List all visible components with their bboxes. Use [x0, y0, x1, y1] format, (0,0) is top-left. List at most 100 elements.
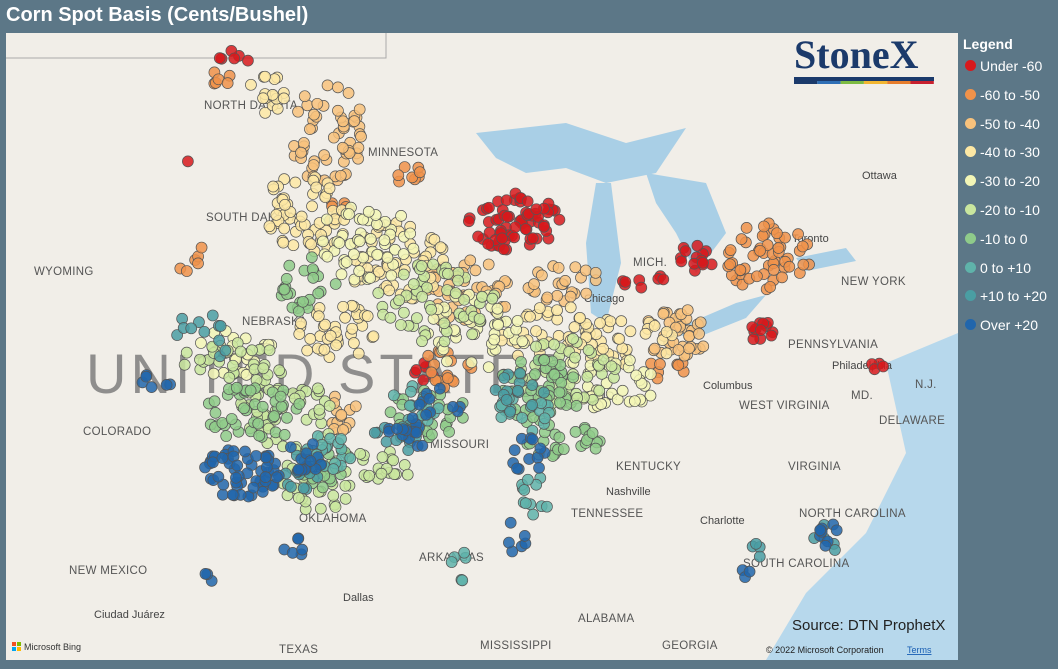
map-dot	[441, 372, 454, 384]
map-dot	[404, 227, 417, 240]
map-dot	[313, 403, 326, 416]
map-dot	[414, 166, 426, 179]
legend-swatch	[965, 319, 976, 331]
map-dot	[230, 471, 242, 484]
map-dot	[279, 198, 291, 211]
map-dot	[292, 105, 304, 118]
map-dot	[245, 78, 257, 91]
map-dot	[206, 309, 219, 322]
map-dot	[564, 301, 577, 314]
map-dot	[373, 265, 385, 278]
legend-label: -40 to -30	[980, 144, 1040, 161]
map-dot	[681, 304, 694, 317]
map-dot	[307, 438, 319, 450]
map-dot	[747, 333, 760, 346]
title: Corn Spot Basis (Cents/Bushel)	[6, 4, 309, 26]
map-label: NEBRASKA	[242, 316, 307, 328]
map-dot	[355, 130, 367, 143]
terms-link[interactable]: Terms	[907, 645, 932, 655]
map-dot	[352, 347, 365, 360]
map-dot	[442, 267, 454, 280]
map-dot	[398, 306, 410, 319]
map-dot	[380, 435, 393, 448]
map-dot	[443, 426, 455, 438]
map-dot	[526, 433, 539, 446]
map-dot	[441, 355, 453, 368]
map-dot	[604, 315, 617, 328]
map-dot	[624, 325, 637, 338]
map-label: WYOMING	[34, 266, 94, 278]
map-dot	[492, 319, 504, 331]
map-dot	[219, 344, 232, 357]
map-dot	[213, 334, 225, 347]
map-dot	[569, 351, 581, 364]
legend-swatch	[965, 88, 976, 100]
map-dot	[530, 325, 542, 337]
map-label: MD.	[851, 390, 873, 402]
map-label: TENNESSEE	[571, 508, 643, 520]
map-dot	[528, 278, 540, 290]
map-dot	[446, 401, 459, 413]
map-dot	[639, 327, 652, 340]
map-dot	[416, 335, 428, 348]
map-dot	[234, 345, 247, 358]
map-dot	[221, 77, 234, 90]
legend-item: -10 to 0	[963, 231, 1047, 260]
map-dot	[456, 574, 469, 587]
map-dot	[335, 433, 347, 445]
map-dot	[353, 235, 366, 248]
map-dot	[298, 90, 311, 103]
map-dot	[263, 220, 276, 233]
legend-item: Over +20	[963, 317, 1047, 346]
map-dot	[256, 400, 269, 413]
map-dot	[289, 176, 302, 189]
legend-item: -40 to -30	[963, 144, 1047, 173]
map-dot	[353, 103, 366, 116]
map-dot	[393, 294, 405, 307]
map-dot	[519, 497, 532, 510]
map-dot	[225, 413, 238, 425]
map-dot	[486, 292, 499, 305]
source: Source: DTN ProphetX	[792, 617, 945, 634]
map-dot	[427, 258, 439, 271]
map-label: DELAWARE	[879, 415, 945, 427]
map-dot	[551, 304, 563, 317]
legend-label: -20 to -10	[980, 201, 1040, 218]
map-dot	[407, 242, 420, 255]
map-dot	[199, 568, 212, 580]
map-dot	[792, 228, 804, 241]
map-dot	[242, 54, 254, 67]
map-dot	[567, 332, 579, 345]
map-dot	[384, 406, 397, 419]
legend-label: -30 to -20	[980, 173, 1040, 190]
map-dot	[308, 108, 320, 121]
map-dot	[318, 343, 331, 356]
map-dot	[605, 360, 618, 373]
map-dot	[285, 441, 297, 454]
map-dot	[383, 284, 395, 297]
map-dot	[582, 344, 595, 356]
map-dot	[734, 264, 747, 276]
map-dot	[530, 203, 543, 216]
map-dot	[522, 473, 534, 486]
map-dot	[567, 371, 580, 384]
map-dot	[425, 303, 438, 316]
map-dot	[458, 546, 471, 559]
map-dot	[335, 408, 348, 421]
map-label: NORTH CAROLINA	[799, 508, 906, 520]
map-dot	[496, 232, 508, 245]
legend-item: -50 to -40	[963, 116, 1047, 145]
bing-logo	[17, 647, 21, 651]
map-dot	[336, 141, 349, 154]
map-dot	[530, 340, 542, 353]
map-dot	[193, 316, 205, 328]
map-dot	[830, 524, 843, 537]
map-label: MICH.	[633, 257, 667, 269]
map-dot	[312, 287, 325, 300]
map-dot	[750, 537, 762, 550]
map-dot	[694, 316, 707, 329]
map-dot	[463, 215, 475, 228]
map-label: Ottawa	[862, 170, 898, 182]
map-dot	[332, 104, 344, 117]
